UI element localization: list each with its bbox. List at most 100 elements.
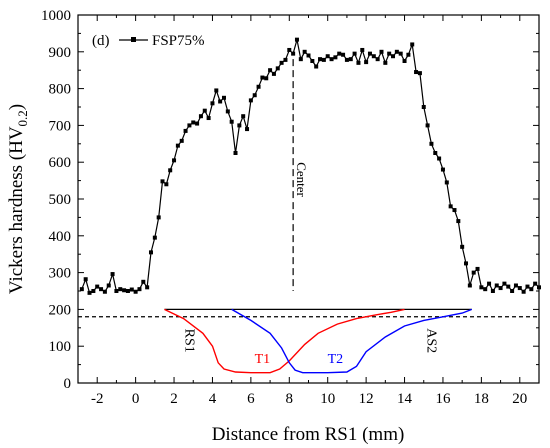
series-fsp75	[79, 37, 541, 295]
data-point	[99, 287, 104, 292]
data-point	[187, 123, 192, 128]
data-point	[521, 289, 526, 294]
annotations: RS1 T1 T2 AS2	[182, 328, 439, 367]
data-point	[379, 49, 384, 54]
data-point	[268, 68, 273, 73]
data-point	[325, 54, 330, 59]
data-point	[83, 277, 88, 282]
x-tick-label: 10	[320, 391, 335, 407]
data-point	[125, 289, 130, 293]
y-tick-label: 100	[49, 339, 72, 355]
data-point	[95, 284, 100, 289]
y-axis-label: Vickers hardness (HV0.2)	[6, 104, 30, 294]
data-point	[513, 283, 518, 288]
data-point	[118, 287, 123, 292]
series-line	[81, 39, 540, 294]
data-point	[87, 290, 92, 295]
data-point	[172, 158, 177, 163]
data-point	[183, 128, 188, 133]
y-tick-label: 700	[49, 118, 72, 134]
data-point	[498, 286, 503, 291]
data-point	[264, 76, 269, 81]
data-point	[168, 168, 173, 173]
data-point	[306, 53, 311, 58]
plot-border	[77, 14, 540, 384]
lower-curves	[164, 308, 473, 374]
data-point	[375, 57, 380, 62]
data-point	[294, 37, 299, 42]
data-point	[490, 289, 495, 293]
data-point	[148, 250, 153, 255]
y-tick-label: 200	[49, 302, 72, 318]
data-point	[425, 123, 430, 128]
y-axis-label-main: Vickers hardness (HV	[6, 126, 27, 294]
x-tick-label: 20	[512, 391, 527, 407]
legend-label: FSP75%	[152, 33, 205, 49]
data-point	[79, 287, 84, 292]
data-point	[452, 208, 457, 213]
y-tick-label: 500	[49, 192, 72, 208]
data-point	[248, 98, 253, 103]
data-point	[302, 49, 307, 54]
data-point	[279, 60, 284, 65]
x-tick-label: 14	[397, 391, 413, 407]
data-point	[122, 288, 127, 293]
data-point	[198, 114, 203, 119]
data-point	[141, 279, 146, 284]
y-axis-label-sub: 0.2	[15, 110, 30, 126]
legend	[119, 37, 148, 42]
data-point	[229, 119, 234, 124]
data-point	[387, 51, 392, 56]
data-point	[414, 70, 419, 75]
data-point	[502, 281, 507, 286]
data-point	[145, 285, 150, 290]
data-point	[433, 151, 438, 155]
y-tick-label: 300	[49, 266, 72, 282]
data-point	[483, 287, 488, 292]
data-point	[525, 284, 530, 289]
data-point	[271, 71, 276, 76]
data-point	[218, 99, 223, 104]
data-point	[91, 289, 96, 293]
data-point	[352, 51, 357, 56]
data-point	[406, 52, 411, 57]
x-ticks: -2 0 2 4 6 8 10 12 14 16 18 20	[77, 15, 540, 407]
data-point	[402, 59, 407, 63]
lower-curve-t2	[231, 308, 473, 374]
data-point	[448, 204, 453, 209]
x-tick-label: 6	[247, 391, 255, 407]
data-point	[206, 116, 211, 121]
data-point	[175, 143, 180, 148]
data-point	[237, 123, 242, 128]
annotation-as2: AS2	[424, 328, 439, 353]
data-point	[467, 283, 472, 288]
data-point	[195, 121, 200, 126]
data-point	[214, 88, 219, 93]
x-tick-label: 12	[359, 391, 374, 407]
data-point	[233, 151, 238, 155]
data-point	[164, 182, 169, 187]
data-point	[341, 52, 346, 57]
data-point	[398, 51, 403, 56]
data-point	[475, 266, 480, 271]
panel-label: (d)	[92, 33, 110, 49]
reference-lines	[78, 308, 539, 318]
data-point	[102, 289, 107, 294]
x-tick-label: 8	[286, 391, 294, 407]
data-point	[260, 75, 265, 80]
data-point	[191, 120, 196, 125]
data-point	[252, 93, 257, 98]
data-point	[383, 60, 388, 65]
data-point	[256, 84, 261, 89]
data-point	[179, 138, 184, 143]
data-point	[321, 57, 326, 62]
data-point	[471, 270, 476, 275]
annotation-t1: T1	[255, 352, 271, 367]
annotation-rs1: RS1	[182, 329, 197, 353]
data-point	[160, 179, 165, 184]
center-label: Center	[294, 162, 309, 197]
data-point	[245, 127, 250, 132]
data-point	[241, 114, 246, 119]
y-tick-label: 600	[49, 155, 72, 171]
data-point	[298, 57, 303, 62]
